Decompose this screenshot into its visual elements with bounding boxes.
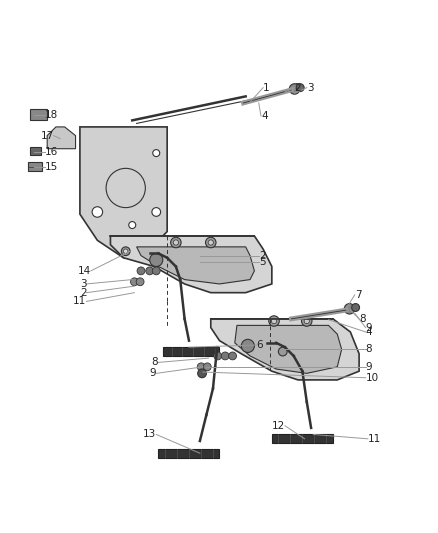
Circle shape (145, 267, 153, 275)
Polygon shape (162, 347, 219, 356)
Text: 2: 2 (258, 251, 265, 261)
Polygon shape (234, 325, 341, 374)
Text: 3: 3 (80, 279, 86, 289)
Text: 4: 4 (365, 327, 371, 337)
Circle shape (205, 237, 215, 248)
Circle shape (197, 363, 205, 371)
Polygon shape (210, 319, 358, 380)
Polygon shape (47, 127, 75, 149)
Polygon shape (158, 449, 219, 457)
Circle shape (268, 316, 279, 326)
Circle shape (197, 369, 206, 378)
Circle shape (137, 267, 145, 275)
Circle shape (241, 340, 254, 352)
Circle shape (278, 347, 286, 356)
Polygon shape (136, 247, 254, 284)
Circle shape (343, 304, 354, 314)
Text: 16: 16 (45, 147, 58, 157)
Circle shape (152, 267, 160, 275)
Text: 13: 13 (143, 430, 156, 439)
Circle shape (149, 253, 162, 266)
Circle shape (301, 316, 311, 326)
Text: 9: 9 (365, 322, 371, 333)
Circle shape (203, 363, 211, 371)
Polygon shape (110, 236, 271, 293)
Circle shape (296, 84, 304, 92)
Text: 2: 2 (294, 83, 300, 93)
Text: 8: 8 (358, 314, 365, 324)
Bar (30, 109, 47, 120)
Text: 14: 14 (78, 266, 91, 276)
Text: 4: 4 (260, 111, 267, 121)
Circle shape (213, 352, 221, 360)
Circle shape (208, 240, 213, 245)
Text: 5: 5 (258, 257, 265, 267)
Text: 8: 8 (151, 358, 157, 367)
Polygon shape (271, 434, 332, 443)
Text: 3: 3 (306, 83, 313, 93)
Text: 7: 7 (354, 290, 360, 300)
Text: 11: 11 (73, 296, 86, 306)
Circle shape (304, 318, 309, 324)
Bar (28, 162, 42, 172)
Text: 9: 9 (365, 362, 371, 372)
Text: 15: 15 (45, 162, 58, 172)
Text: 12: 12 (271, 421, 284, 431)
Text: 17: 17 (40, 131, 53, 141)
Text: 9: 9 (149, 368, 156, 378)
Circle shape (271, 318, 276, 324)
Text: 10: 10 (365, 373, 378, 383)
Circle shape (152, 150, 159, 157)
Circle shape (152, 208, 160, 216)
Text: 2: 2 (80, 288, 86, 297)
Circle shape (173, 240, 178, 245)
Polygon shape (80, 127, 167, 258)
Text: 8: 8 (365, 344, 371, 354)
Circle shape (121, 247, 130, 256)
Circle shape (228, 352, 236, 360)
Bar (30, 148, 41, 155)
Text: 6: 6 (256, 340, 263, 350)
Text: 18: 18 (45, 110, 58, 120)
Circle shape (136, 278, 144, 286)
Circle shape (130, 278, 138, 286)
Circle shape (289, 84, 299, 94)
Circle shape (123, 249, 127, 253)
Circle shape (221, 352, 229, 360)
Circle shape (170, 237, 181, 248)
Text: 11: 11 (367, 434, 380, 444)
Text: 1: 1 (262, 83, 269, 93)
Circle shape (128, 222, 135, 229)
Circle shape (92, 207, 102, 217)
Circle shape (351, 304, 359, 311)
